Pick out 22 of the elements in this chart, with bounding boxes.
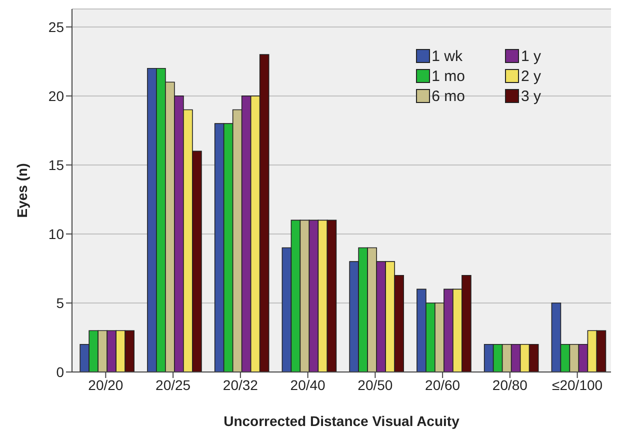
x-tick-label: 20/32: [222, 376, 258, 393]
legend-label: 1 mo: [432, 68, 465, 84]
y-axis-title: Eyes (n): [14, 163, 30, 218]
x-axis-title: Uncorrected Distance Visual Acuity: [224, 413, 460, 429]
y-tick-label: 0: [56, 364, 64, 380]
y-tick-label: 25: [48, 18, 64, 35]
legend-label: 3 y: [520, 88, 541, 104]
legend-label: 1 wk: [432, 48, 462, 64]
y-tick-label: 20: [48, 88, 64, 104]
y-tick-label: 10: [48, 226, 64, 242]
x-tick-label: 20/80: [492, 376, 528, 393]
x-tick-label: 20/40: [290, 376, 326, 393]
y-tick-label: 5: [56, 294, 64, 311]
legend-label: 2 y: [520, 68, 541, 84]
legend-label: 1 y: [520, 48, 541, 64]
x-tick-label: 20/60: [425, 376, 460, 393]
legend-label: 6 mo: [432, 88, 465, 104]
x-tick-label: ≤20/100: [552, 376, 603, 393]
x-tick-label: 20/50: [358, 376, 393, 393]
x-tick-label: 20/20: [88, 376, 124, 393]
y-tick-label: 15: [48, 156, 64, 173]
x-tick-label: 20/25: [156, 376, 191, 393]
